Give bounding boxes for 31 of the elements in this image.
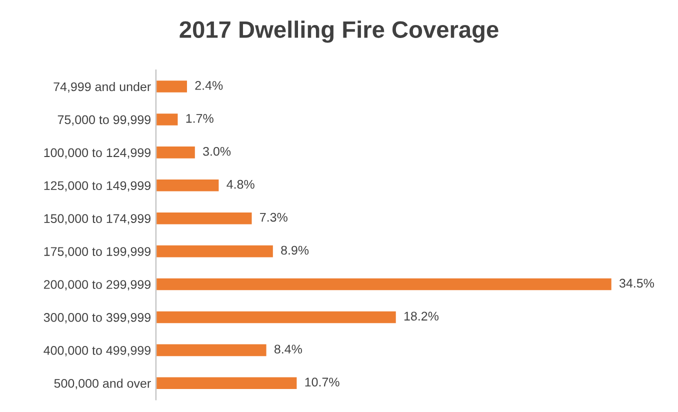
data-label: 18.2% — [404, 312, 438, 321]
bar — [156, 244, 274, 259]
bar — [156, 112, 180, 127]
data-label: 2.4% — [195, 81, 223, 90]
y-tick-label: 125,000 to 149,999 — [44, 181, 150, 192]
data-label: 8.4% — [274, 344, 302, 354]
y-tick-label: 100,000 to 124,999 — [44, 148, 150, 159]
data-label: 10.7% — [305, 378, 340, 387]
y-tick-label: 150,000 to 174,999 — [44, 214, 150, 224]
bar — [156, 145, 196, 160]
chart-title: 2017 Dwelling Fire Coverage — [180, 20, 498, 43]
data-label: 8.9% — [281, 246, 309, 255]
y-tick-label: 200,000 to 299,999 — [44, 280, 150, 290]
data-label: 7.3% — [260, 212, 288, 222]
data-label: 34.5% — [619, 278, 654, 288]
data-label: 4.8% — [226, 180, 254, 189]
bar — [156, 178, 220, 193]
bar — [156, 310, 398, 325]
y-tick-label: 175,000 to 199,999 — [44, 247, 150, 258]
data-label: 1.7% — [186, 114, 214, 123]
y-tick-label: 400,000 to 499,999 — [44, 346, 150, 356]
bar — [156, 79, 188, 94]
bar — [156, 376, 298, 390]
y-tick-label: 300,000 to 399,999 — [44, 313, 150, 324]
y-tick-label: 75,000 to 99,999 — [58, 115, 150, 126]
bar — [156, 342, 268, 358]
data-label: 3.0% — [203, 146, 231, 156]
bar — [156, 211, 254, 226]
y-tick-label: 500,000 and over — [54, 378, 151, 390]
y-tick-label: 74,999 and under — [54, 82, 151, 93]
bar — [156, 276, 613, 292]
